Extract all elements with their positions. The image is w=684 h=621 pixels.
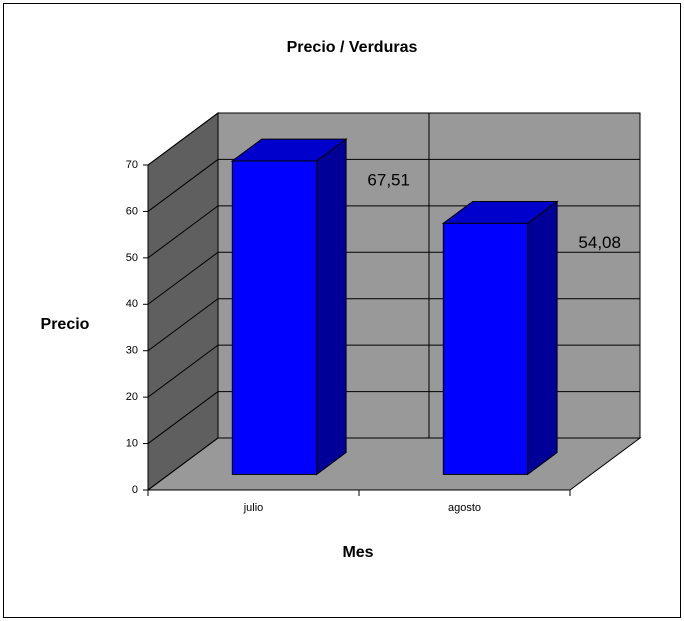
x-tick-label: julio xyxy=(243,502,264,514)
y-axis-label: Precio xyxy=(41,316,90,333)
grid-line xyxy=(147,344,219,398)
x-tick-label: agosto xyxy=(448,502,481,514)
grid-line xyxy=(147,391,219,444)
grid-line xyxy=(147,112,219,166)
value-label: 67,51 xyxy=(367,170,410,189)
x-axis-label: Mes xyxy=(342,544,373,561)
grid-line xyxy=(147,251,219,305)
y-tick-label: 40 xyxy=(126,298,138,310)
y-tick-label: 50 xyxy=(126,252,138,264)
y-tick-label: 10 xyxy=(126,437,138,449)
y-tick-label: 60 xyxy=(126,205,138,217)
bar xyxy=(231,160,318,475)
y-tick-label: 20 xyxy=(126,391,138,403)
grid-line xyxy=(147,298,219,352)
bar xyxy=(442,222,529,475)
grid-line xyxy=(147,437,219,491)
grid-line xyxy=(147,159,219,212)
y-tick-label: 0 xyxy=(132,484,138,496)
y-tick-label: 70 xyxy=(126,159,138,171)
y-tick-label: 30 xyxy=(126,345,138,357)
chart-title: Precio / Verduras xyxy=(287,39,418,56)
bar-side xyxy=(527,200,558,476)
grid-line xyxy=(147,205,219,259)
bar-side xyxy=(316,138,347,476)
side-wall xyxy=(147,112,219,491)
floor xyxy=(146,437,642,491)
value-label: 54,08 xyxy=(578,233,621,252)
